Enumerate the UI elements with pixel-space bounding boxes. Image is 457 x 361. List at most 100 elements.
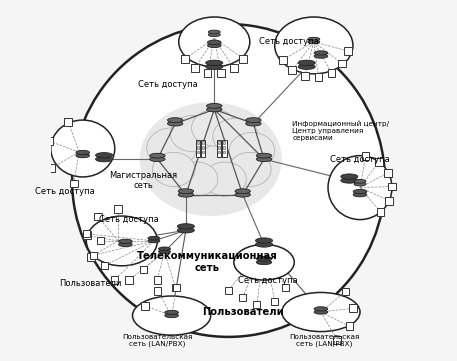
Bar [191, 64, 199, 72]
Ellipse shape [314, 54, 328, 58]
Ellipse shape [353, 190, 367, 194]
Ellipse shape [72, 24, 385, 337]
Bar [197, 142, 199, 144]
Bar [201, 140, 205, 157]
Ellipse shape [165, 310, 178, 314]
Ellipse shape [208, 33, 220, 36]
Bar [48, 164, 55, 172]
Bar [45, 137, 53, 145]
Bar [64, 118, 72, 126]
Ellipse shape [228, 152, 271, 187]
Ellipse shape [150, 157, 165, 162]
Ellipse shape [354, 179, 366, 183]
Ellipse shape [204, 162, 246, 196]
Bar [70, 180, 78, 187]
Ellipse shape [256, 153, 272, 158]
Ellipse shape [153, 152, 195, 187]
Bar [375, 158, 383, 166]
Ellipse shape [256, 256, 272, 261]
Ellipse shape [213, 118, 258, 155]
Ellipse shape [354, 182, 366, 186]
Ellipse shape [147, 128, 197, 168]
Ellipse shape [170, 116, 216, 152]
Bar [345, 322, 353, 330]
Ellipse shape [206, 60, 223, 65]
Bar [114, 205, 122, 213]
Bar [94, 213, 101, 220]
Bar [223, 151, 225, 153]
Bar [83, 230, 90, 238]
Ellipse shape [314, 51, 328, 55]
Bar [288, 66, 296, 74]
Bar [97, 238, 104, 244]
Bar [279, 56, 287, 64]
Ellipse shape [178, 192, 193, 197]
Ellipse shape [119, 242, 132, 247]
Bar [377, 208, 384, 216]
Bar [173, 284, 181, 291]
Bar [217, 69, 225, 77]
Bar [196, 140, 200, 157]
Ellipse shape [207, 43, 221, 48]
Ellipse shape [96, 153, 112, 158]
Ellipse shape [150, 153, 165, 158]
Bar [253, 301, 260, 308]
Text: Магистральная
сеть: Магистральная сеть [109, 171, 177, 190]
Ellipse shape [256, 157, 272, 162]
Text: Пользователи: Пользователи [202, 307, 284, 317]
Bar [341, 288, 349, 295]
Ellipse shape [177, 224, 194, 229]
Ellipse shape [133, 296, 211, 335]
Text: Пользовательская
сеть (LAN/PBX): Пользовательская сеть (LAN/PBX) [289, 334, 360, 347]
Bar [314, 73, 322, 81]
Ellipse shape [148, 236, 160, 240]
Bar [338, 60, 346, 68]
Bar [197, 146, 199, 149]
Ellipse shape [255, 238, 272, 243]
Bar [301, 72, 308, 80]
Ellipse shape [207, 40, 221, 44]
Ellipse shape [76, 153, 90, 158]
Bar [344, 47, 352, 55]
Bar [202, 151, 204, 153]
Ellipse shape [208, 30, 220, 34]
Text: Сеть доступа: Сеть доступа [35, 187, 95, 196]
Bar [384, 169, 392, 177]
Bar [385, 197, 393, 205]
Ellipse shape [119, 239, 132, 243]
Text: Телекоммуникационная
сеть: Телекоммуникационная сеть [137, 252, 277, 273]
Bar [333, 336, 341, 344]
Text: Сеть доступа: Сеть доступа [330, 155, 390, 164]
Ellipse shape [207, 104, 222, 108]
Ellipse shape [140, 102, 282, 216]
Ellipse shape [159, 250, 170, 253]
Bar [202, 142, 204, 144]
Ellipse shape [86, 216, 157, 266]
Ellipse shape [256, 260, 272, 265]
Ellipse shape [314, 310, 328, 314]
Ellipse shape [51, 120, 115, 177]
Ellipse shape [159, 247, 170, 251]
Text: Сеть доступа: Сеть доступа [238, 275, 298, 284]
Bar [154, 277, 161, 284]
Bar [87, 253, 95, 261]
Bar [239, 294, 246, 301]
Bar [101, 262, 108, 269]
Bar [197, 151, 199, 153]
Bar [172, 284, 179, 291]
Ellipse shape [328, 156, 392, 219]
Ellipse shape [353, 192, 367, 197]
Bar [271, 298, 278, 305]
Ellipse shape [178, 189, 193, 193]
Ellipse shape [96, 157, 112, 162]
Ellipse shape [275, 17, 353, 74]
Bar [223, 140, 227, 157]
Ellipse shape [341, 174, 358, 179]
Ellipse shape [298, 60, 315, 65]
Ellipse shape [235, 189, 250, 193]
Bar [218, 142, 220, 144]
Bar [181, 55, 189, 62]
Ellipse shape [234, 244, 294, 280]
Ellipse shape [282, 292, 360, 331]
Text: Пользовательская
сеть (LAN/PBX): Пользовательская сеть (LAN/PBX) [122, 334, 192, 347]
